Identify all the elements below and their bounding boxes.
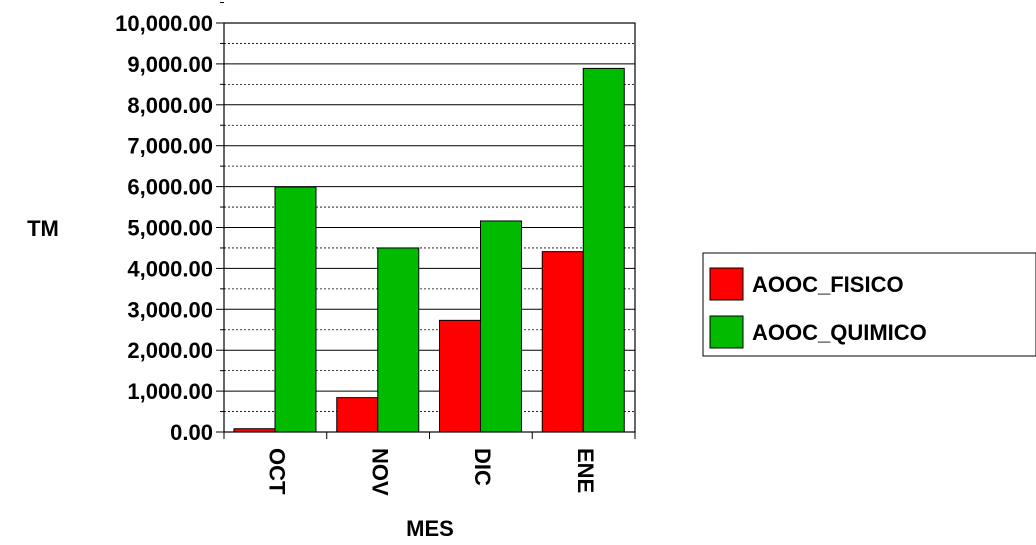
x-tick-label: DIC — [470, 448, 495, 486]
bar-aooc_quimico-oct — [274, 186, 317, 433]
bar-aooc_quimico-ene — [582, 67, 625, 433]
bar-aooc_quimico-nov — [377, 247, 420, 433]
x-tick-label: OCT — [265, 448, 290, 495]
legend-swatch-aooc_fisico — [709, 267, 744, 301]
bars — [233, 67, 625, 433]
legend-frame — [702, 252, 1036, 357]
x-tick-label: NOV — [367, 448, 392, 496]
y-tick-label: 8,000.00 — [127, 93, 213, 118]
bar-aooc_fisico-nov — [336, 397, 379, 433]
y-tick-label: 0.00 — [170, 420, 213, 445]
y-tick-label: 2,000.00 — [127, 338, 213, 363]
y-tick-label: 5,000.00 — [127, 216, 213, 241]
legend: AOOC_FISICO AOOC_QUIMICO — [702, 252, 1036, 357]
y-tick-label: 4,000.00 — [127, 256, 213, 281]
y-axis: 0.00 1,000.00 2,000.00 3,000.00 4,000.00 5,00… — [115, 2, 224, 445]
y-tick-label: 7,000.00 — [127, 134, 213, 159]
y-tick-label: 3,000.00 — [127, 297, 213, 322]
x-tick-label: ENE — [573, 448, 598, 493]
legend-label-aooc_quimico: AOOC_QUIMICO — [752, 320, 927, 345]
y-axis-title: TM — [27, 216, 59, 241]
legend-swatch-aooc_quimico — [709, 315, 744, 349]
bar-aooc_fisico-dic — [439, 319, 481, 433]
bar-aooc_fisico-ene — [541, 251, 584, 433]
y-tick-label: 6,000.00 — [127, 175, 213, 200]
y-tick-label: 1,000.00 — [127, 379, 213, 404]
y-tick-label: 9,000.00 — [127, 52, 213, 77]
x-axis-title: MES — [406, 516, 454, 541]
legend-label-aooc_fisico: AOOC_FISICO — [752, 272, 904, 297]
y-tick-label: 10,000.00 — [115, 11, 213, 36]
x-axis: OCT NOV DIC ENE — [223, 432, 636, 496]
bar-aooc_quimico-dic — [480, 220, 522, 433]
